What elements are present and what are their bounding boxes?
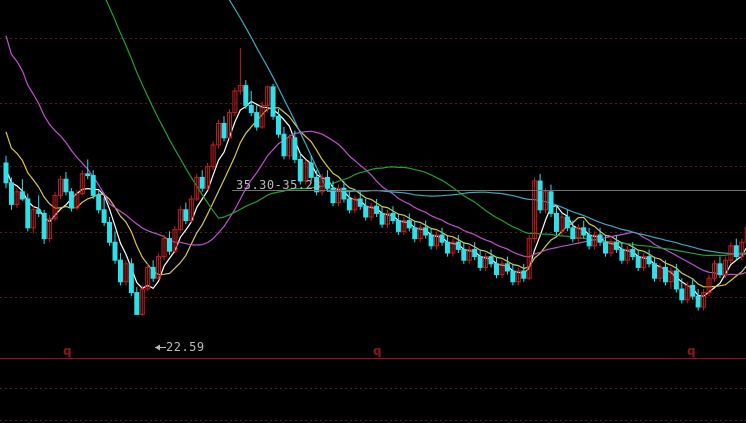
x-axis-marker-1: q [373, 344, 382, 358]
x-axis-marker-0: q [63, 344, 72, 358]
x-axis-marker-2: q [687, 344, 696, 358]
price-label-low: 22.59 [166, 340, 205, 354]
price-label-high: 35.30-35.23 [236, 178, 321, 192]
